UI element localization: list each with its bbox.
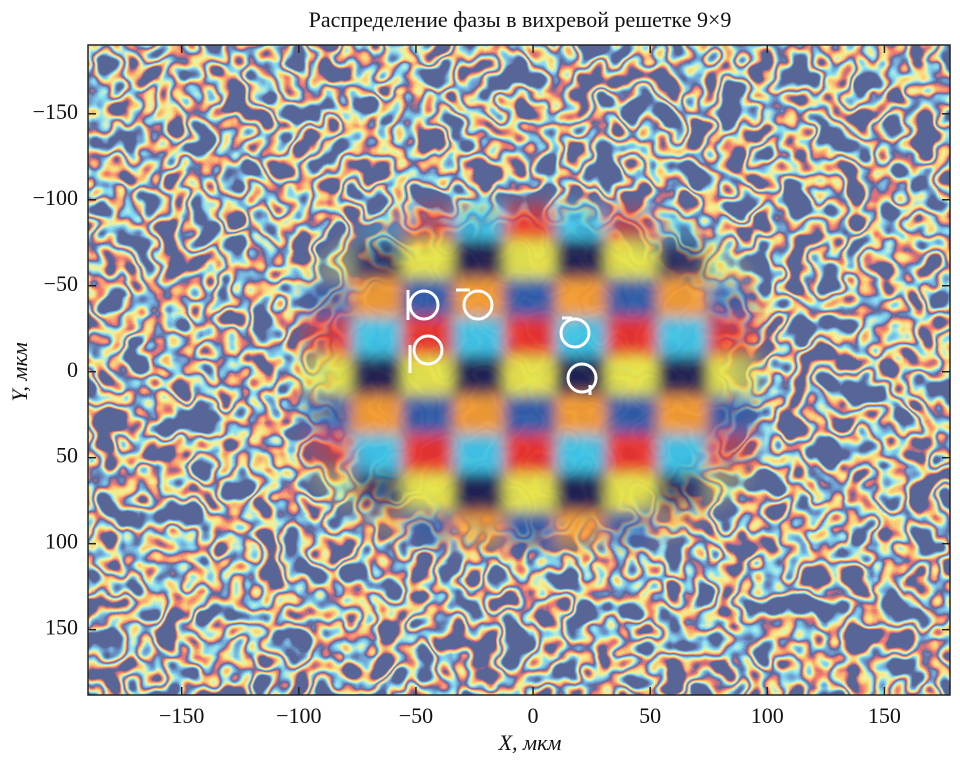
lattice-cell — [351, 317, 403, 357]
lattice-cell — [453, 473, 505, 513]
lattice-cell — [402, 512, 454, 552]
lattice-cell — [453, 434, 505, 474]
lattice-cell — [555, 200, 607, 240]
lattice-cell — [351, 434, 403, 474]
lattice-cell — [708, 200, 760, 240]
lattice-cell — [555, 395, 607, 435]
lattice-cell — [300, 200, 352, 240]
lattice-cell — [402, 200, 454, 240]
lattice-cell — [657, 239, 709, 279]
lattice-cell — [606, 200, 658, 240]
y-axis-label: Y, мкм — [7, 342, 32, 402]
lattice-cell — [300, 356, 352, 396]
lattice-cell — [300, 239, 352, 279]
lattice-cell — [606, 356, 658, 396]
lattice-cell — [606, 512, 658, 552]
lattice-cell — [504, 434, 556, 474]
lattice-cell — [453, 317, 505, 357]
lattice-cell — [351, 278, 403, 318]
lattice-cell — [300, 395, 352, 435]
lattice-cell — [708, 434, 760, 474]
lattice-cell — [708, 473, 760, 513]
lattice-cell — [708, 512, 760, 552]
lattice-cell — [504, 473, 556, 513]
lattice-cell — [402, 239, 454, 279]
chart-title: Распределение фазы в вихревой решетке 9×… — [309, 7, 732, 32]
x-tick-label: 50 — [639, 703, 661, 728]
lattice-cell — [504, 239, 556, 279]
lattice-cell — [555, 356, 607, 396]
lattice-cell — [402, 395, 454, 435]
lattice-cell — [504, 317, 556, 357]
chart: Распределение фазы в вихревой решетке 9×… — [0, 0, 960, 761]
lattice-cell — [453, 200, 505, 240]
lattice-cell — [606, 434, 658, 474]
lattice-cell — [657, 512, 709, 552]
lattice-cell — [606, 317, 658, 357]
x-tick-label: 0 — [528, 703, 539, 728]
lattice-cell — [657, 434, 709, 474]
x-axis-label: X, мкм — [498, 730, 562, 755]
lattice-cell — [657, 395, 709, 435]
lattice-cell — [300, 473, 352, 513]
lattice-cell — [351, 395, 403, 435]
lattice-cell — [606, 278, 658, 318]
lattice-cell — [351, 200, 403, 240]
lattice-cell — [708, 395, 760, 435]
y-tick-label: −100 — [33, 185, 78, 210]
lattice-cell — [402, 278, 454, 318]
lattice-cell — [504, 356, 556, 396]
lattice-cell — [351, 512, 403, 552]
lattice-cell — [504, 200, 556, 240]
lattice-cell — [555, 239, 607, 279]
y-tick-label: −50 — [44, 271, 78, 296]
x-tick-label: −50 — [399, 703, 433, 728]
y-tick-label: 50 — [56, 443, 78, 468]
lattice-cell — [555, 473, 607, 513]
lattice-cell — [453, 356, 505, 396]
lattice-cell — [300, 317, 352, 357]
lattice-cell — [453, 239, 505, 279]
lattice-cell — [402, 434, 454, 474]
x-tick-label: 100 — [751, 703, 784, 728]
lattice-cell — [708, 239, 760, 279]
y-tick-label: 100 — [45, 529, 78, 554]
lattice-cell — [657, 473, 709, 513]
vortex-lattice — [300, 200, 760, 552]
lattice-cell — [708, 356, 760, 396]
lattice-cell — [606, 395, 658, 435]
x-tick-label: 150 — [868, 703, 901, 728]
lattice-cell — [453, 395, 505, 435]
phase-image — [88, 45, 950, 695]
y-tick-label: −150 — [33, 99, 78, 124]
lattice-cell — [402, 473, 454, 513]
lattice-cell — [504, 512, 556, 552]
lattice-cell — [657, 317, 709, 357]
lattice-cell — [555, 278, 607, 318]
lattice-cell — [657, 278, 709, 318]
lattice-cell — [300, 434, 352, 474]
lattice-cell — [300, 512, 352, 552]
lattice-cell — [453, 278, 505, 318]
lattice-cell — [555, 434, 607, 474]
x-tick-label: −150 — [159, 703, 204, 728]
lattice-cell — [708, 278, 760, 318]
y-tick-label: 0 — [67, 357, 78, 382]
lattice-cell — [351, 473, 403, 513]
lattice-cell — [453, 512, 505, 552]
lattice-cell — [300, 278, 352, 318]
lattice-cell — [504, 395, 556, 435]
lattice-cell — [606, 239, 658, 279]
lattice-cell — [504, 278, 556, 318]
lattice-cell — [708, 317, 760, 357]
lattice-cell — [606, 473, 658, 513]
lattice-cell — [657, 200, 709, 240]
y-tick-label: 150 — [45, 615, 78, 640]
x-tick-label: −100 — [276, 703, 321, 728]
lattice-cell — [555, 512, 607, 552]
lattice-cell — [657, 356, 709, 396]
lattice-cell — [351, 239, 403, 279]
lattice-cell — [351, 356, 403, 396]
